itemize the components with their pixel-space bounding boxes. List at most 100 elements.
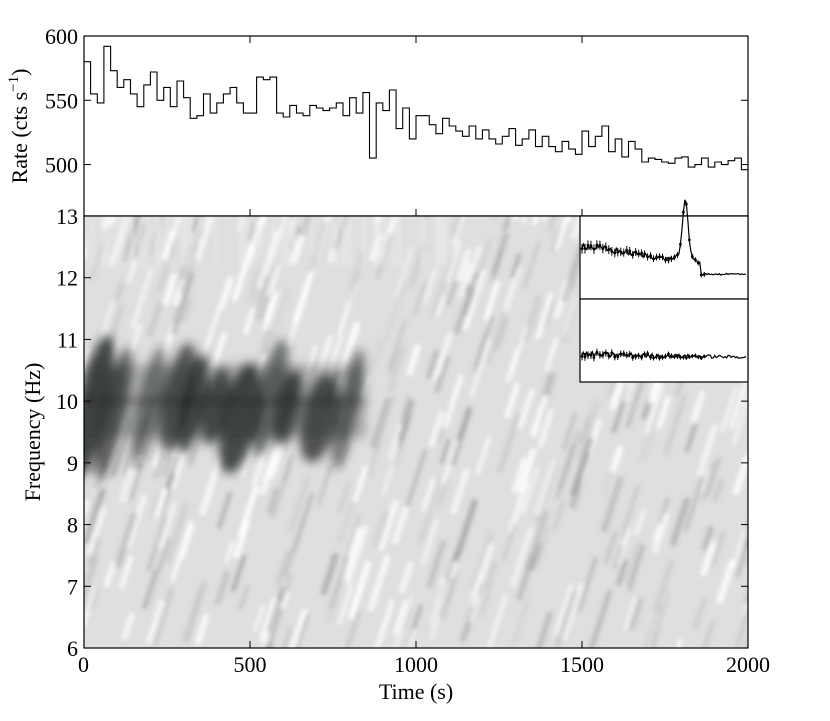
noise-streak [263,296,276,322]
noise-streak [529,542,543,572]
frequency-tick-label: 6 [67,636,78,661]
noise-streak [154,487,168,518]
noise-streak [374,598,395,648]
noise-streak [471,532,494,591]
noise-streak [423,268,437,304]
noise-streak [685,422,698,453]
noise-streak [532,301,547,335]
noise-streak [108,216,131,267]
rate-axis-label-superscript: −1 [6,76,22,92]
noise-streak [575,399,601,463]
noise-streak [165,501,189,564]
noise-streak [562,290,582,343]
noise-streak [700,541,716,577]
noise-streak [554,216,570,251]
noise-streak [125,494,147,549]
noise-streak [426,349,441,380]
time-tick-label: 0 [78,652,89,677]
rate-tick-label: 500 [45,153,78,178]
noise-streak [282,549,296,579]
noise-streak [639,402,663,463]
qpo-peak [177,353,209,454]
inset-late-spectrum [579,298,749,383]
noise-streak [374,394,396,452]
noise-streak [449,406,473,466]
rate-axis-label-text: Rate (cts s [7,92,32,184]
noise-streak [530,395,548,438]
noise-streak [442,374,464,429]
noise-streak [644,382,665,435]
noise-streak [536,611,553,648]
noise-streak [453,271,479,335]
noise-streak [744,635,748,648]
frequency-tick-label: 8 [67,513,78,538]
noise-streak [656,396,671,430]
noise-streak [520,467,539,516]
noise-streak [710,531,726,568]
noise-streak [542,298,556,327]
noise-streak [238,585,249,611]
noise-streak [712,478,724,503]
noise-streak [603,530,618,565]
noise-streak [369,338,385,371]
noise-streak [67,412,76,440]
noise-streak [84,477,85,483]
noise-streak [84,499,90,521]
noise-streak [439,438,451,465]
noise-streak [742,596,748,615]
noise-streak [658,497,670,525]
noise-streak [194,216,215,261]
noise-streak [347,270,361,303]
noise-streak [425,583,444,629]
noise-streak [453,499,478,563]
noise-streak [516,554,536,601]
noise-streak [728,391,745,430]
noise-streak [544,337,559,372]
noise-streak [144,555,166,607]
time-tick-label: 500 [234,652,267,677]
noise-streak [554,583,573,636]
noise-streak [747,561,748,566]
inset-early-spectrum [579,199,749,300]
frequency-tick-label: 12 [56,266,78,291]
noise-streak [469,338,492,398]
frequency-tick-label: 13 [56,204,78,229]
noise-streak [182,582,207,643]
noise-streak [86,506,107,556]
noise-streak [562,412,578,451]
time-tick-label: 2000 [726,652,770,677]
noise-streak [701,525,714,551]
noise-streak [705,457,722,497]
noise-streak [162,272,178,307]
noise-streak [469,542,495,607]
noise-streak [474,314,495,368]
inset-spectrum-line [581,350,747,360]
noise-streak [224,540,235,564]
noise-streak [275,550,292,586]
noise-streak [347,252,364,293]
noise-streak [731,527,747,570]
noise-streak [534,292,554,340]
noise-streak [230,554,247,593]
noise-streak [757,151,772,199]
noise-streak [761,568,777,619]
noise-streak [534,459,557,518]
rate-tick-label: 600 [45,24,78,49]
noise-streak [265,608,284,648]
noise-streak [384,281,407,342]
noise-streak [218,276,234,310]
time-tick-label: 1000 [394,652,438,677]
noise-streak [341,526,363,580]
rate-axis-label-close: ) [7,69,32,76]
noise-streak [620,483,641,539]
noise-streak [462,269,487,331]
noise-streak [670,497,691,547]
noise-streak [649,592,671,648]
noise-streak [623,542,642,586]
noise-streak [558,429,581,489]
noise-streak [434,355,451,393]
noise-streak [381,447,400,496]
noise-streak [517,388,535,430]
noise-streak [320,552,339,595]
noise-streak [391,505,409,545]
